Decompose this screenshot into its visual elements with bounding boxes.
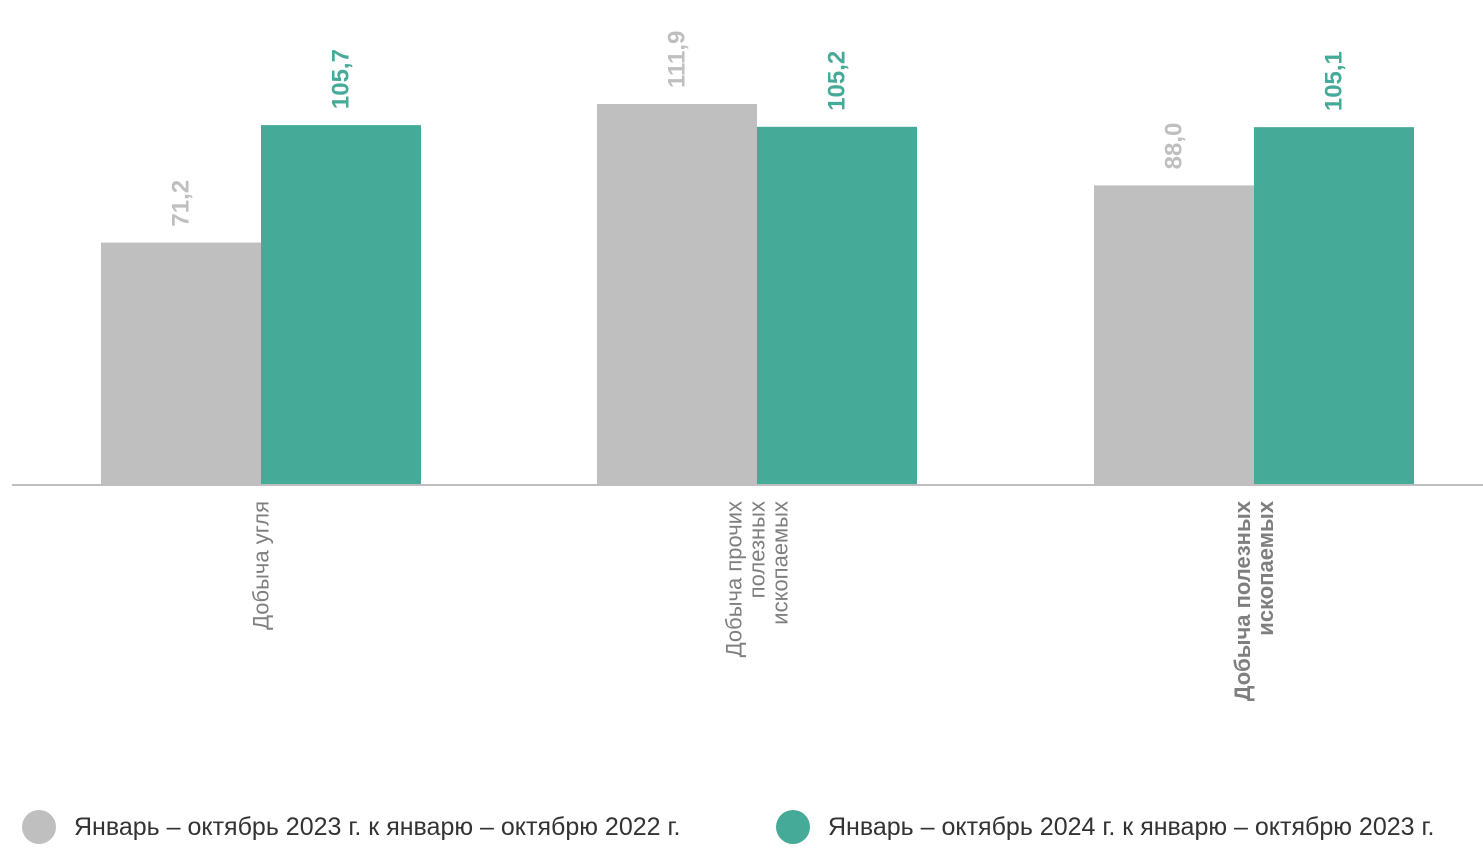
data-label-series-2-cat-2: 105,2 [824, 51, 851, 111]
data-label-series-1-cat-1: 71,2 [168, 180, 195, 227]
category-label-2-line-1: Добыча прочих [722, 501, 747, 657]
bar-series-1-cat-3 [1094, 185, 1254, 485]
bar-series-2-cat-2 [757, 126, 917, 486]
category-label-3-line-2: ископаемых [1253, 500, 1278, 635]
legend-label-series-1: Январь – октябрь 2023 г. к январю – октя… [74, 812, 681, 841]
category-label-2-line-2: полезных [745, 501, 770, 598]
legend-label-series-2: Январь – октябрь 2024 г. к январю – октя… [828, 812, 1435, 841]
data-label-series-2-cat-1: 105,7 [328, 49, 355, 109]
category-label-3-line-1: Добыча полезных [1230, 500, 1255, 701]
bar-series-1-cat-2 [597, 104, 757, 485]
category-label-1-line-1: Добыча угля [249, 501, 274, 630]
data-label-series-1-cat-3: 88,0 [1161, 123, 1188, 170]
category-label-2-line-3: ископаемых [768, 501, 793, 625]
legend: Январь – октябрь 2023 г. к январю – октя… [0, 810, 1483, 848]
legend-swatch-series-1 [22, 810, 56, 844]
bar-series-1-cat-1 [101, 242, 261, 485]
bar-series-2-cat-3 [1254, 127, 1414, 485]
data-label-series-2-cat-3: 105,1 [1321, 51, 1348, 111]
legend-item-series-1: Январь – октябрь 2023 г. к январю – октя… [22, 810, 681, 844]
data-label-series-1-cat-2: 111,9 [664, 31, 691, 88]
bar-series-2-cat-1 [261, 125, 421, 485]
legend-swatch-series-2 [776, 810, 810, 844]
legend-item-series-2: Январь – октябрь 2024 г. к январю – октя… [776, 810, 1435, 844]
